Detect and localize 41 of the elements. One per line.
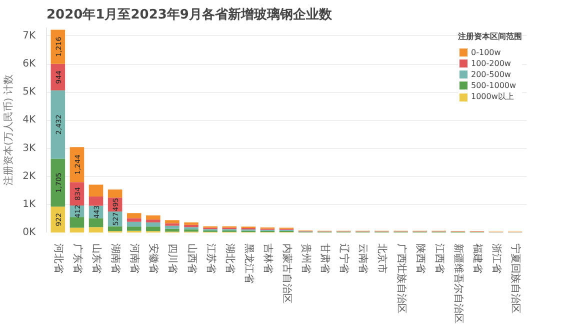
y-tick-label: 2K [22, 170, 36, 182]
legend-label: 200-500w [471, 69, 511, 79]
x-tick-label: 吉林省 [262, 244, 274, 274]
x-tick-label: 河南省 [128, 244, 141, 274]
y-tick-label: 4K [22, 114, 36, 126]
y-tick-label: 5K [22, 86, 36, 98]
legend-label: 0-100w [471, 47, 501, 57]
x-tick-label: 浙江省 [490, 244, 503, 274]
x-tick-label: 宁夏回族自治区 [510, 244, 522, 314]
y-tick-label: 6K [22, 58, 36, 70]
y-tick-label: 7K [22, 30, 36, 42]
x-tick-label: 山东省 [90, 244, 103, 274]
y-tick-label: 3K [22, 142, 36, 154]
x-tick-label: 新疆维吾尔自治区 [452, 244, 464, 324]
x-tick-label: 江苏省 [204, 244, 217, 274]
x-tick-label: 江西省 [433, 244, 446, 274]
x-tick-label: 甘肃省 [319, 244, 332, 274]
x-tick-label: 湖北省 [224, 244, 236, 274]
legend-title: 注册资本区间范围 [458, 31, 522, 42]
x-tick-label: 辽宁省 [338, 244, 350, 274]
x-tick-label: 四川省 [166, 244, 179, 274]
y-axis-title: 注册资本(万人民币) 计数 [2, 74, 15, 186]
x-tick-label: 福建省 [471, 244, 484, 274]
x-tick-label: 陕西省 [414, 244, 426, 274]
x-tick-label: 安徽省 [148, 244, 160, 274]
x-tick-label: 山西省 [186, 244, 198, 274]
legend-label: 100-200w [471, 58, 511, 68]
x-tick-label: 广西壮族自治区 [395, 244, 408, 314]
legend-label: 1000w以上 [471, 91, 514, 102]
x-tick-label: 湖南省 [110, 244, 122, 274]
y-tick-label: 1K [22, 198, 36, 210]
x-tick-label: 河北省 [52, 244, 64, 274]
legend-label: 500-1000w [471, 80, 516, 90]
x-tick-label: 广东省 [71, 244, 84, 274]
x-tick-label: 云南省 [357, 244, 370, 274]
chart-title: 2020年1月至2023年9月各省新增玻璃钢企业数 [46, 6, 333, 22]
x-tick-label: 内蒙古自治区 [281, 244, 293, 304]
y-tick-label: 0K [22, 227, 36, 238]
x-tick-label: 北京市 [376, 244, 388, 274]
x-tick-label: 贵州省 [300, 244, 312, 274]
x-tick-label: 黑龙江省 [242, 244, 255, 284]
